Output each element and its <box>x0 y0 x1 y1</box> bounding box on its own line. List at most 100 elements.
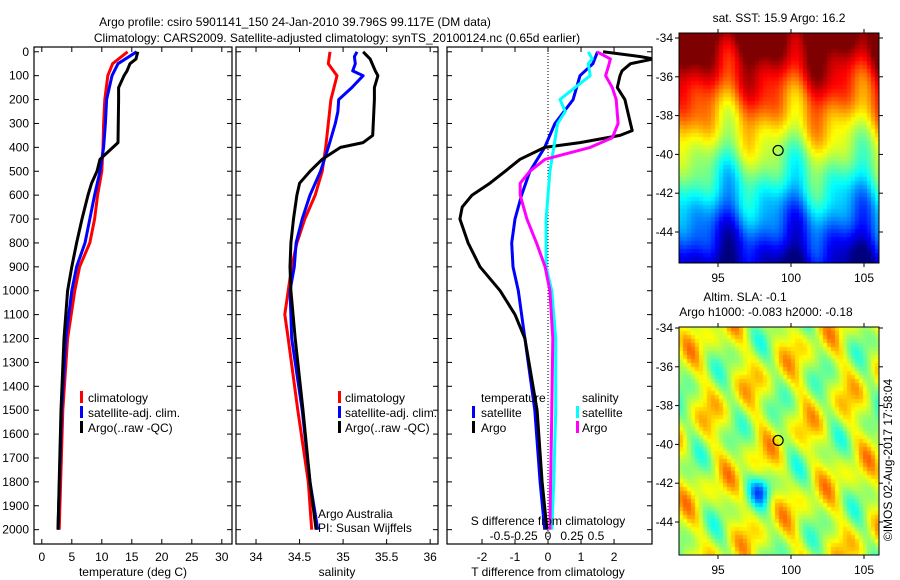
temperature-panel: 0 5 10 15 20 25 300100200300400500600700800900… <box>2 45 233 564</box>
x-axis-label-t-diff: T difference from climatology <box>471 565 625 579</box>
y-tick-label: 1100 <box>3 308 29 322</box>
legend-label: Argo <box>582 421 608 435</box>
y-tick-label: 0 <box>22 45 29 59</box>
series-line-satellite-adj-clim- <box>56 50 138 530</box>
x-axis-label-salinity: salinity <box>319 565 356 579</box>
x-tick-label: 25 <box>185 550 199 564</box>
y-tick-label: 500 <box>9 164 29 178</box>
panel-frame <box>235 46 439 545</box>
sla-map-subtitle: Argo h1000: -0.083 h2000: -0.18 <box>679 305 853 319</box>
lon-tick-label: 105 <box>854 563 874 577</box>
legend-swatch-climatology <box>80 391 83 403</box>
series-line-temperature-argo <box>458 50 652 530</box>
lat-tick-label: -42 <box>656 186 674 200</box>
title-line-2: Climatology: CARS2009. Satellite-adjuste… <box>94 31 580 45</box>
x-axis-label-temperature: temperature (deg C) <box>79 565 187 579</box>
lon-tick-label: 95 <box>711 563 725 577</box>
sla-map-panel: 95 100 105 -34 -36 -38 -40 -42 -44 <box>656 321 883 577</box>
lat-tick-label: -40 <box>656 437 674 451</box>
legend-swatch-argo <box>338 421 341 433</box>
x-tick-label: 30 <box>215 550 229 564</box>
imos-credit: ©IMOS 02-Aug-2017 17:58:04 <box>881 379 895 542</box>
legend-swatch-temp-argo <box>472 421 475 433</box>
x2-tick-label: 0.5 <box>588 529 605 543</box>
legend-label: satellite <box>582 406 623 420</box>
lat-tick-label: -34 <box>656 321 674 335</box>
x-tick-label: -1 <box>510 550 521 564</box>
y-tick-label: 1400 <box>2 379 29 393</box>
map-frame <box>678 326 880 556</box>
lat-tick-label: -36 <box>656 70 674 84</box>
lon-tick-label: 100 <box>781 563 801 577</box>
x-tick-label: 15 <box>125 550 139 564</box>
y-tick-label: 1700 <box>2 451 29 465</box>
sst-map-title: sat. SST: 15.9 Argo: 16.2 <box>713 11 846 25</box>
legend-swatch-sal-satellite <box>576 406 579 418</box>
y-tick-label: 1600 <box>2 427 29 441</box>
lon-tick-label: 100 <box>781 271 801 285</box>
legend-swatch-climatology <box>338 391 341 403</box>
temperature-legend: climatology satellite-adj. clim. Argo(..… <box>80 391 180 435</box>
sla-heatmap <box>679 327 879 555</box>
x-tick-label: 5 <box>68 550 75 564</box>
x2-tick-label: 0 <box>545 529 552 543</box>
y-tick-label: 300 <box>9 116 29 130</box>
y-tick-label: 1900 <box>2 499 29 513</box>
y-tick-label: 200 <box>9 93 29 107</box>
legend-heading-temperature: temperature <box>481 391 546 405</box>
sla-map-title: Altim. SLA: -0.1 <box>703 290 787 304</box>
x-tick-label: 0 <box>545 550 552 564</box>
legend-swatch-satellite <box>338 406 341 418</box>
x2-tick-label: -0.5 <box>490 529 511 543</box>
y-tick-label: 1800 <box>2 475 29 489</box>
x-tick-label: 34.5 <box>288 550 312 564</box>
x-tick-label: -2 <box>477 550 488 564</box>
legend-swatch-argo <box>80 421 83 433</box>
series-line-climatology <box>57 50 129 530</box>
y-tick-label: 700 <box>9 212 29 226</box>
map-frame <box>678 32 880 264</box>
title-line-1: Argo profile: csiro 5901141_150 24-Jan-2… <box>99 15 491 29</box>
x-tick-label: 34 <box>249 550 263 564</box>
x-tick-label: 36 <box>423 550 437 564</box>
y-tick-label: 800 <box>9 236 29 250</box>
y-tick-label: 2000 <box>2 523 29 537</box>
y-tick-label: 600 <box>9 188 29 202</box>
y-tick-label: 400 <box>9 140 29 154</box>
lat-tick-label: -38 <box>656 399 674 413</box>
pi-label: PI: Susan Wijffels <box>318 521 412 535</box>
x-tick-label: 10 <box>95 550 109 564</box>
x-tick-label: 2 <box>611 550 618 564</box>
legend-label: Argo(..raw -QC) <box>88 421 173 435</box>
legend-label: satellite <box>481 406 522 420</box>
legend-label: climatology <box>88 391 148 405</box>
legend-label: climatology <box>345 391 405 405</box>
difference-legend: temperature salinity satellite Argo sate… <box>472 391 623 435</box>
y-tick-label: 1300 <box>2 355 29 369</box>
lon-tick-label: 105 <box>854 271 874 285</box>
legend-label: satellite-adj. clim. <box>88 406 180 420</box>
sst-heatmap <box>679 33 879 263</box>
series-line-salinity-argo <box>518 50 620 530</box>
salinity-legend: climatology satellite-adj. clim. Argo(..… <box>338 391 437 435</box>
y-tick-label: 1500 <box>2 403 29 417</box>
x2-tick-label: -0.25 <box>510 529 538 543</box>
sst-map-panel: 95 100 105 -34 -36 -38 -40 -42 -44 <box>656 29 883 285</box>
lat-tick-label: -40 <box>656 147 674 161</box>
argo-location-marker <box>772 434 784 447</box>
lat-tick-label: -44 <box>656 225 674 239</box>
legend-swatch-temp-satellite <box>472 406 475 418</box>
legend-label: Argo(..raw -QC) <box>345 421 430 435</box>
series-line-satellite-adj-clim- <box>288 51 365 530</box>
y-tick-label: 900 <box>9 260 29 274</box>
lat-tick-label: -34 <box>656 31 674 45</box>
x-tick-label: 35.5 <box>375 550 399 564</box>
difference-panel: -2 -1 0 1 2 -0.5 -0.25 0 0.25 0.5 <box>446 46 653 564</box>
lat-tick-label: -44 <box>656 515 674 529</box>
legend-swatch-satellite <box>80 406 83 418</box>
panel-frame <box>33 46 233 545</box>
panel-frame <box>446 46 653 545</box>
x-tick-label: 35 <box>336 550 350 564</box>
salinity-panel: 34 34.5 35 35.5 36 <box>235 46 439 564</box>
